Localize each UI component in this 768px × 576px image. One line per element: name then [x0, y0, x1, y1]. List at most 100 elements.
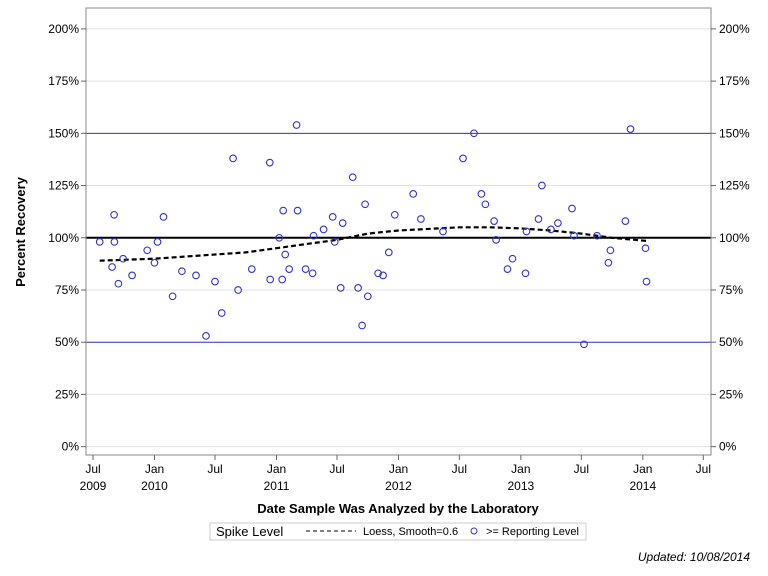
data-point — [604, 258, 613, 267]
data-point — [309, 231, 318, 240]
data-point — [338, 219, 347, 227]
x-axis-label: Date Sample Was Analyzed by the Laborato… — [257, 501, 539, 516]
y-tick-label: 100% — [48, 231, 79, 245]
data-point — [110, 210, 118, 219]
y-tick-label: 75% — [55, 283, 79, 297]
x-tick-year: 2014 — [629, 479, 656, 493]
data-point — [547, 225, 555, 234]
data-point — [281, 250, 290, 259]
x-tick-year: 2012 — [385, 479, 412, 493]
data-point — [621, 217, 630, 225]
data-point — [150, 258, 159, 267]
loess-line — [99, 226, 647, 262]
data-point — [211, 277, 219, 286]
data-point — [168, 292, 177, 301]
data-point — [293, 206, 302, 215]
x-tick-label: Jul — [696, 462, 711, 476]
x-tick-label: Jan — [267, 462, 286, 476]
data-point — [119, 254, 127, 263]
data-point — [481, 200, 490, 209]
data-point — [159, 213, 168, 221]
data-point — [279, 206, 288, 215]
legend-loess: Loess, Smooth=0.6 — [363, 526, 458, 538]
data-point — [503, 265, 512, 273]
data-point — [178, 267, 186, 276]
y-tick-label-right: 0% — [719, 440, 737, 454]
data-point — [521, 269, 530, 278]
data-point — [330, 238, 339, 246]
y-tick-label: 50% — [55, 335, 79, 349]
y-tick-label: 200% — [48, 22, 79, 36]
y-tick-label-right: 175% — [719, 74, 750, 88]
data-point — [229, 154, 237, 163]
legend-point-swatch — [470, 527, 478, 535]
data-point — [266, 275, 275, 284]
data-point — [642, 277, 651, 286]
data-point — [374, 269, 382, 278]
data-point — [439, 227, 447, 236]
data-point — [534, 215, 543, 223]
y-tick-label-right: 75% — [719, 283, 743, 297]
x-tick-label: Jul — [574, 462, 589, 476]
x-tick-year: 2010 — [141, 479, 168, 493]
data-point — [606, 246, 615, 255]
y-tick-label-right: 25% — [719, 387, 743, 401]
y-tick-label-right: 150% — [719, 126, 750, 140]
x-tick-year: 2013 — [507, 479, 534, 493]
data-point — [490, 217, 498, 225]
updated-note: Updated: 10/08/2014 — [638, 550, 750, 564]
data-point — [477, 190, 486, 198]
data-point — [508, 254, 517, 263]
data-points — [95, 121, 651, 349]
data-point — [554, 219, 562, 227]
data-point — [358, 321, 366, 330]
data-point — [580, 340, 588, 349]
data-point — [538, 181, 546, 190]
data-point — [348, 173, 357, 182]
y-tick-label-right: 200% — [719, 22, 750, 36]
data-point — [108, 263, 116, 271]
data-point — [247, 265, 256, 273]
x-tick-label: Jul — [207, 462, 222, 476]
data-point — [275, 233, 284, 242]
data-point — [265, 158, 274, 167]
data-point — [593, 231, 601, 240]
data-point — [143, 246, 152, 255]
legend: Spike Level Loess, Smooth=0.6 >= Reporti… — [209, 522, 587, 541]
y-tick-label: 125% — [48, 179, 79, 193]
y-tick-label: 0% — [62, 440, 80, 454]
y-axis-label: Percent Recovery — [13, 176, 28, 287]
legend-reporting-level: >= Reporting Level — [486, 526, 579, 538]
x-tick-label: Jul — [329, 462, 344, 476]
x-tick-label: Jan — [511, 462, 530, 476]
reference-lines — [86, 132, 711, 343]
data-point — [361, 200, 369, 209]
data-point — [128, 271, 136, 280]
y-tick-label: 150% — [48, 126, 79, 140]
data-point — [379, 271, 387, 280]
data-point — [153, 238, 162, 246]
data-point — [285, 265, 294, 273]
x-axis-ticks: Jul 2009 Jan 2010 Jul Jan 2011 Jul Jan 2012 Jul Jan… — [80, 455, 711, 493]
data-point — [459, 154, 467, 163]
data-point — [308, 269, 317, 278]
y-tick-label: 25% — [55, 387, 79, 401]
data-point — [417, 215, 425, 223]
y-tick-label-right: 125% — [719, 179, 750, 193]
x-tick-year: 2009 — [80, 479, 107, 493]
loess-curve — [99, 226, 647, 262]
data-point — [568, 204, 576, 213]
data-point — [390, 210, 399, 219]
data-point — [301, 265, 310, 273]
y-tick-label: 175% — [48, 74, 79, 88]
data-point — [384, 248, 393, 257]
data-point — [363, 292, 372, 301]
x-tick-label: Jan — [633, 462, 652, 476]
x-tick-label: Jan — [389, 462, 408, 476]
x-tick-label: Jul — [85, 462, 100, 476]
data-point — [110, 238, 119, 246]
data-point — [95, 238, 104, 246]
data-point — [522, 227, 531, 236]
data-point — [570, 231, 578, 240]
